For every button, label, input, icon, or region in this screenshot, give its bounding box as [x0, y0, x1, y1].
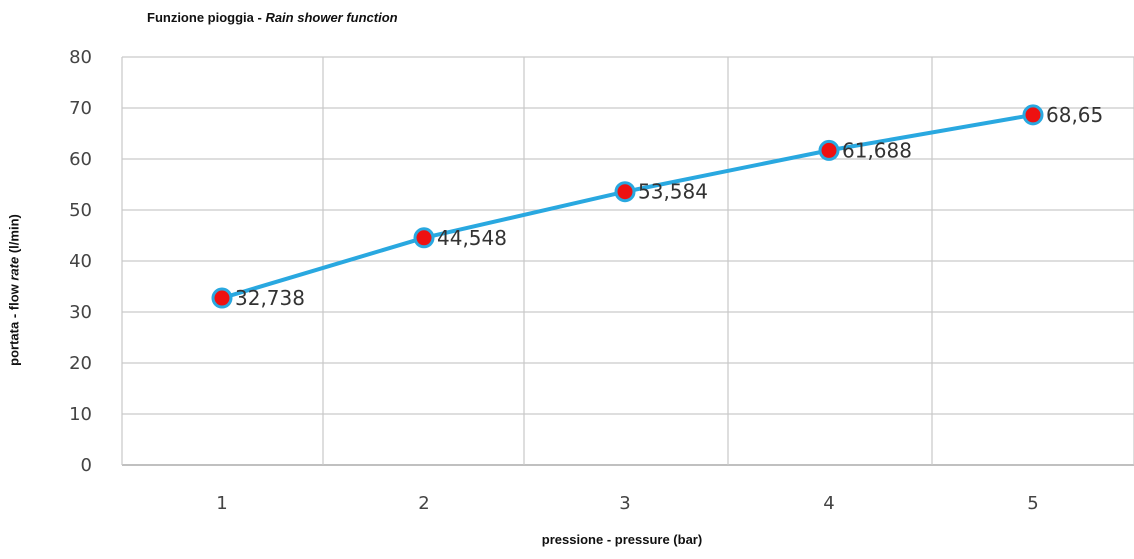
y-tick-label: 10	[69, 404, 92, 425]
grid-lines	[121, 56, 1134, 466]
y-tick-label: 0	[81, 455, 92, 476]
x-tick-label: 4	[823, 493, 834, 514]
y-tick-label: 80	[69, 47, 92, 68]
data-label: 68,65	[1046, 103, 1103, 127]
data-point	[1022, 104, 1044, 126]
data-label: 32,738	[235, 286, 305, 310]
y-tick-label: 50	[69, 200, 92, 221]
x-axis-ticks: 1 2 3 4 5	[216, 493, 1038, 514]
y-tick-label: 60	[69, 149, 92, 170]
data-label: 61,688	[842, 138, 912, 162]
data-point	[413, 227, 435, 249]
chart-title-main: Funzione pioggia -	[147, 10, 266, 25]
series-flow-rate	[211, 104, 1044, 309]
data-label: 53,584	[638, 180, 708, 204]
y-tick-label: 70	[69, 98, 92, 119]
x-tick-label: 2	[418, 493, 429, 514]
data-point	[614, 181, 636, 203]
data-point	[818, 139, 840, 161]
chart-title: Funzione pioggia - Rain shower function	[147, 10, 398, 25]
y-axis-ticks: 0 10 20 30 40 50 60 70 80	[69, 47, 92, 476]
y-tick-label: 20	[69, 353, 92, 374]
chart-title-italic: Rain shower function	[265, 10, 398, 25]
data-label: 44,548	[437, 226, 507, 250]
x-tick-label: 3	[619, 493, 630, 514]
y-tick-label: 30	[69, 302, 92, 323]
x-axis-label: pressione - pressure (bar)	[541, 532, 703, 547]
y-tick-label: 40	[69, 251, 92, 272]
x-tick-label: 1	[216, 493, 227, 514]
data-point	[211, 287, 233, 309]
data-labels: 32,738 44,548 53,584 61,688 68,65	[235, 103, 1103, 310]
x-tick-label: 5	[1027, 493, 1038, 514]
